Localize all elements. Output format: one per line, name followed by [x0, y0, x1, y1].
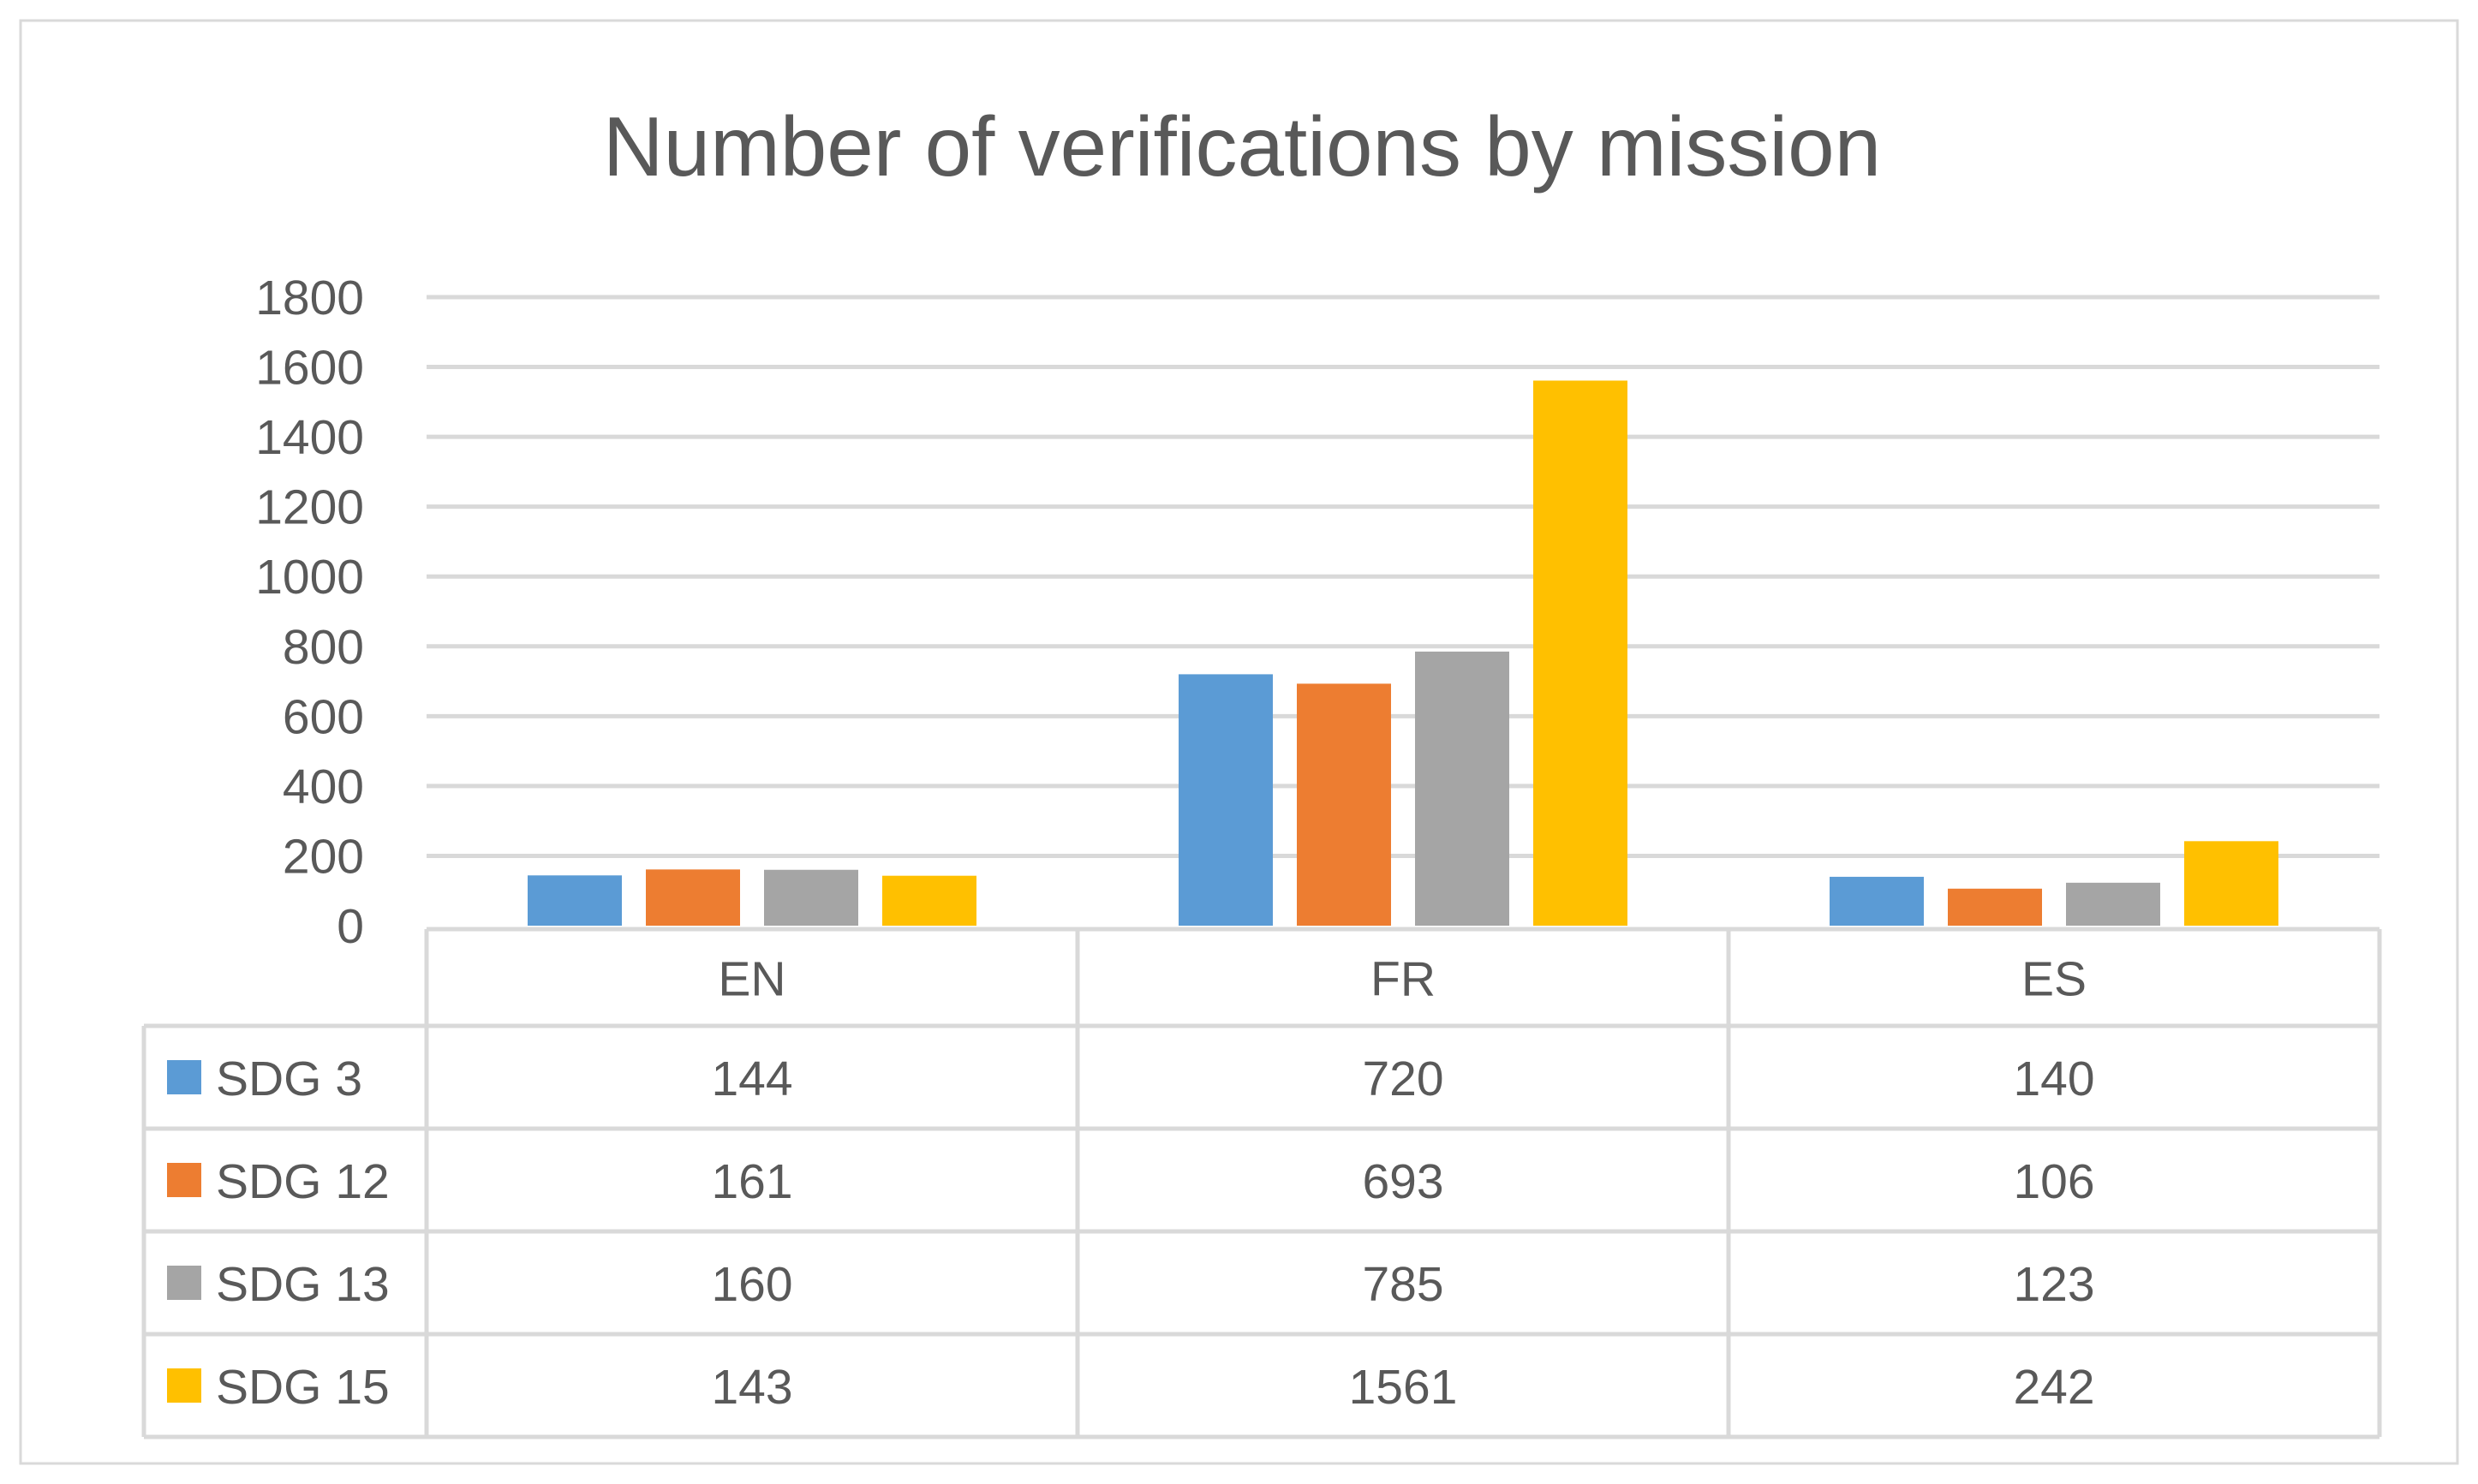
y-tick-label: 0: [337, 899, 364, 954]
y-tick-label: 1200: [255, 480, 364, 535]
table-value: 123: [2013, 1257, 2094, 1312]
table-value: 144: [711, 1052, 792, 1106]
table-value: 242: [2013, 1360, 2094, 1415]
category-label: EN: [718, 952, 785, 1007]
series-name: SDG 3: [216, 1052, 362, 1106]
y-tick-label: 1800: [255, 271, 364, 325]
y-tick-label: 1600: [255, 341, 364, 396]
data-table: EN FR ES SDG 3 144 720 140 SDG 12 161 693 106 SDG 1…: [141, 927, 2382, 1439]
legend-key: [167, 1368, 201, 1403]
bar: [1415, 651, 1509, 926]
gridlines: [427, 295, 2379, 858]
bar: [764, 869, 858, 926]
chart-title: Number of verifications by mission: [603, 99, 1881, 194]
legend-key: [167, 1266, 201, 1300]
category-label: FR: [1370, 952, 1436, 1007]
bar: [1948, 888, 2042, 926]
table-value: 720: [1362, 1052, 1443, 1106]
bar: [2184, 841, 2278, 926]
y-tick-label: 200: [283, 829, 364, 884]
y-tick-label: 800: [283, 620, 364, 675]
table-value: 140: [2013, 1052, 2094, 1106]
bar: [1297, 683, 1391, 926]
table-value: 143: [711, 1360, 792, 1415]
bar: [1533, 380, 1627, 927]
bars: [528, 380, 2278, 927]
series-name: SDG 15: [216, 1360, 390, 1415]
table-value: 161: [711, 1154, 792, 1209]
bar: [646, 869, 740, 926]
legend-key: [167, 1163, 201, 1197]
bar: [1830, 876, 1924, 926]
y-tick-label: 400: [283, 760, 364, 814]
y-tick-label: 1400: [255, 410, 364, 465]
series-name: SDG 13: [216, 1257, 390, 1312]
category-label: ES: [2021, 952, 2087, 1007]
table-value: 693: [1362, 1154, 1443, 1209]
series-name: SDG 12: [216, 1154, 390, 1209]
y-tick-label: 1000: [255, 550, 364, 605]
bar: [882, 875, 976, 926]
y-axis: 0 200 400 600 800 1000 1200 1400 1600 1800: [255, 271, 364, 954]
table-value: 1561: [1349, 1360, 1458, 1415]
table-value: 785: [1362, 1257, 1443, 1312]
bar: [1179, 674, 1273, 926]
table-value: 106: [2013, 1154, 2094, 1209]
bar: [528, 875, 622, 926]
y-tick-label: 600: [283, 689, 364, 744]
bar: [2066, 882, 2160, 926]
table-value: 160: [711, 1257, 792, 1312]
legend-key: [167, 1060, 201, 1094]
